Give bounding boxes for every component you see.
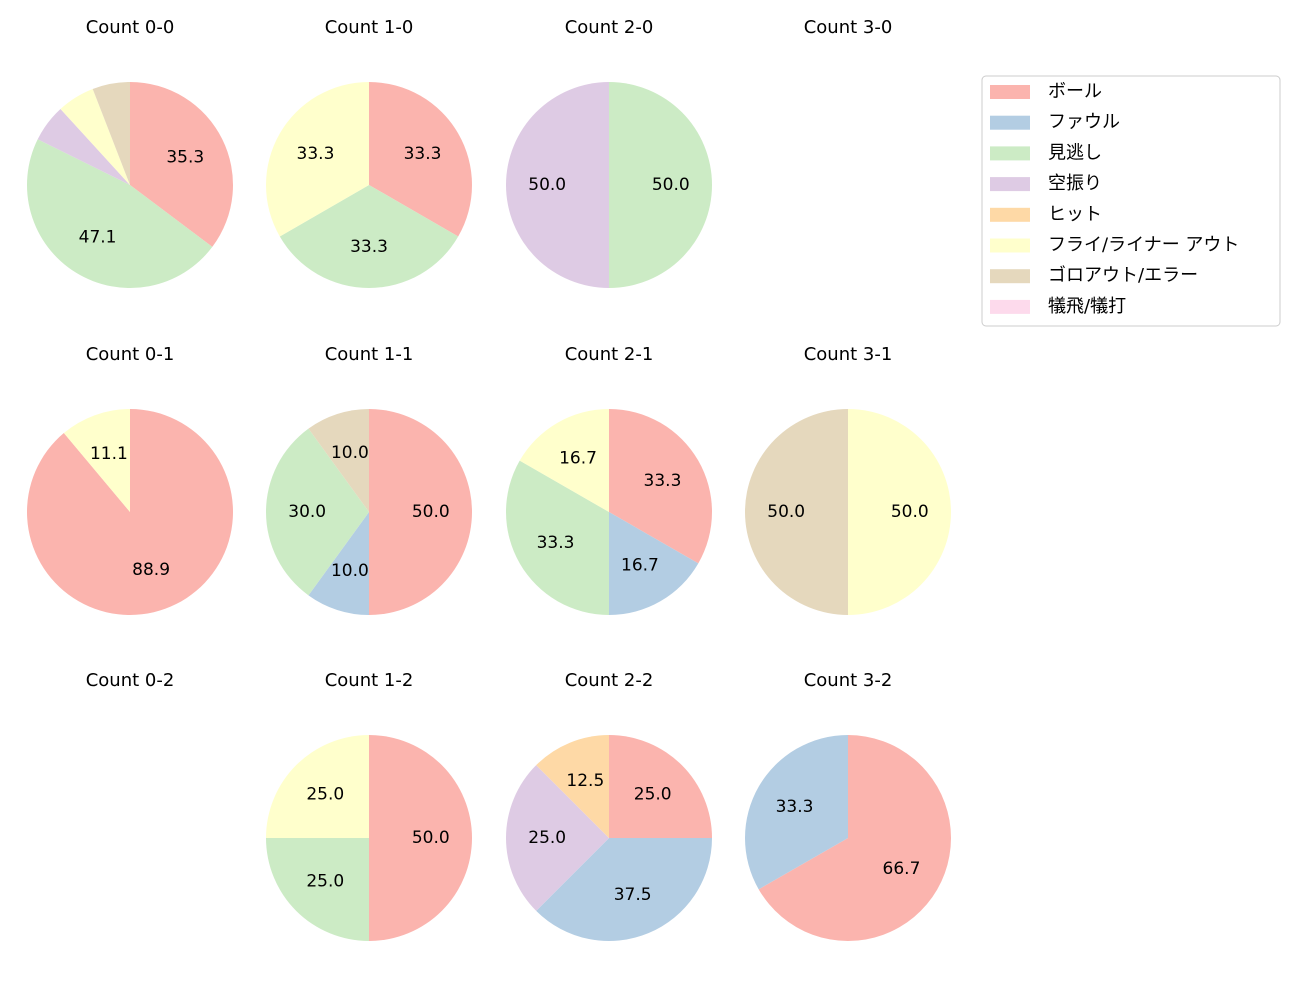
pie-slice [609, 409, 712, 564]
pie-slice [369, 735, 472, 941]
slice-label: 50.0 [412, 828, 450, 848]
pie-slice [536, 838, 712, 941]
pie-slice [266, 735, 369, 838]
chart-title: Count 1-0 [325, 17, 414, 38]
slice-label: 12.5 [566, 771, 604, 791]
legend-swatch [990, 238, 1030, 253]
slice-label: 50.0 [412, 502, 450, 522]
pie-slice [27, 139, 213, 288]
slice-label: 47.1 [79, 228, 117, 248]
legend-swatch [990, 269, 1030, 284]
pie-slice [308, 512, 369, 615]
slice-label: 33.3 [644, 471, 682, 491]
slice-label: 66.7 [883, 859, 921, 879]
slice-label: 11.1 [90, 444, 128, 464]
slice-label: 25.0 [306, 872, 344, 892]
pie-slice [609, 82, 712, 288]
chart-title: Count 2-1 [565, 344, 654, 365]
legend-box [981, 75, 1281, 327]
slice-label: 25.0 [306, 784, 344, 804]
slice-label: 33.3 [404, 144, 442, 164]
chart-title: Count 3-2 [804, 670, 893, 691]
legend-label: ファウル [1048, 112, 1120, 133]
legend-swatch [990, 85, 1030, 99]
pie-slice [308, 409, 369, 512]
pie-slice [92, 82, 130, 185]
pie-slice [505, 460, 609, 615]
pie-slice [506, 765, 609, 911]
slice-label: 33.3 [350, 237, 388, 257]
pie-slice [519, 409, 609, 512]
legend-swatch [990, 115, 1030, 130]
pie-slice [848, 409, 951, 615]
pie-slice [745, 409, 848, 615]
pie-slice [609, 735, 712, 838]
pie-slice [37, 108, 130, 185]
chart-title: Count 2-0 [565, 17, 654, 38]
pie-slice [60, 88, 130, 185]
legend-label: 見逃し [1048, 142, 1102, 163]
chart-title: Count 0-1 [86, 344, 175, 365]
slice-label: 10.0 [331, 561, 369, 581]
pie-slice [26, 409, 233, 616]
slice-label: 33.3 [537, 533, 575, 553]
legend-swatch [990, 146, 1030, 161]
chart-title: Count 2-2 [565, 670, 654, 691]
pie-slice [609, 512, 699, 615]
chart-title: Count 0-0 [86, 17, 175, 38]
chart-title: Count 3-1 [804, 344, 893, 365]
chart-title: Count 3-0 [804, 17, 893, 38]
pie-slice [536, 735, 609, 838]
slice-label: 35.3 [166, 147, 204, 167]
pie-slice [758, 735, 951, 941]
slice-label: 25.0 [528, 828, 566, 848]
pie-slice [369, 409, 472, 615]
pie-slice [506, 82, 609, 288]
pie-slice [744, 735, 848, 890]
legend-label: ヒット [1048, 204, 1102, 225]
slice-label: 16.7 [621, 555, 659, 575]
pie-slice [266, 838, 369, 941]
legend-label: ゴロアウト/エラー [1048, 265, 1198, 286]
slice-label: 33.3 [297, 144, 335, 164]
pie-slice [369, 82, 472, 237]
legend-swatch [990, 299, 1030, 314]
slice-label: 50.0 [891, 502, 929, 522]
pie-slice [266, 82, 369, 237]
slice-label: 50.0 [652, 175, 690, 195]
legend-label: 空振り [1048, 173, 1102, 194]
legend-label: フライ/ライナー アウト [1048, 235, 1239, 256]
slice-label: 88.9 [132, 560, 170, 580]
chart-title: Count 1-1 [325, 344, 414, 365]
chart-title: Count 1-2 [325, 670, 414, 691]
legend-swatch [990, 207, 1030, 222]
slice-label: 16.7 [559, 449, 597, 469]
pie-slice [266, 428, 369, 596]
slice-label: 50.0 [767, 502, 805, 522]
legend-label: ボール [1048, 81, 1102, 102]
slice-label: 50.0 [528, 175, 566, 195]
slice-label: 10.0 [331, 443, 369, 463]
legend-label: 犠飛/犠打 [1048, 296, 1126, 317]
chart-title: Count 0-2 [86, 670, 175, 691]
pie-slice [130, 82, 233, 247]
slice-label: 37.5 [614, 885, 652, 905]
slice-label: 33.3 [776, 797, 814, 817]
legend-swatch [990, 177, 1030, 192]
slice-label: 30.0 [288, 502, 326, 522]
slice-label: 25.0 [634, 784, 672, 804]
pie-slice [63, 409, 130, 512]
